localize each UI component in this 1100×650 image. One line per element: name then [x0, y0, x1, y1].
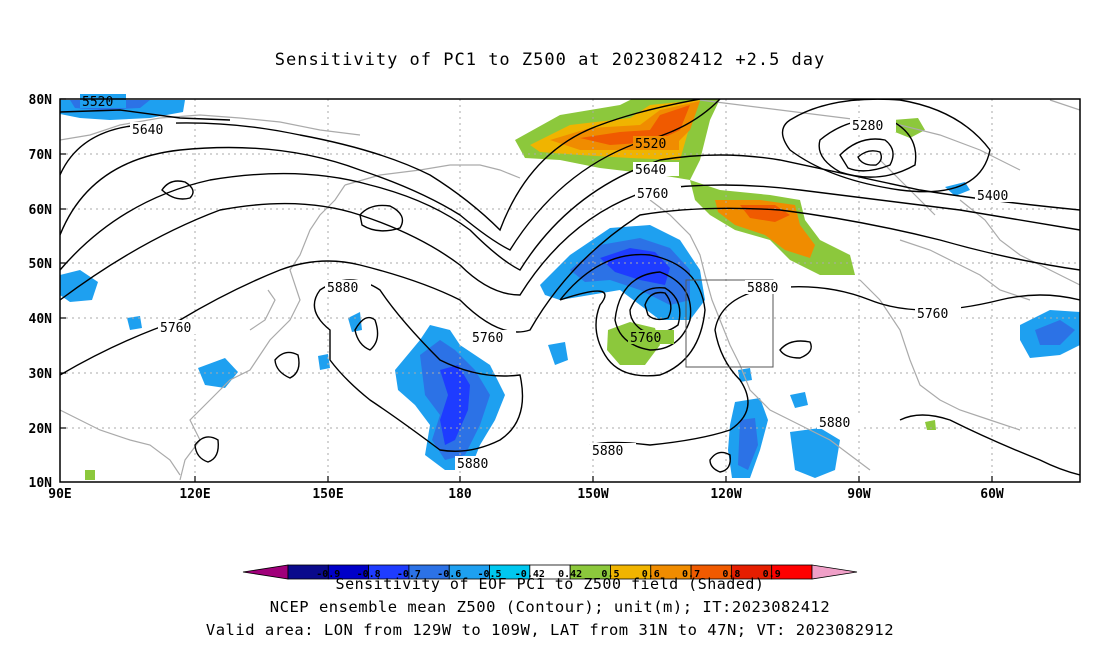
contour-label-text: 5760	[630, 331, 661, 346]
lon-label: 90W	[847, 487, 871, 502]
contour-label-text: 5760	[917, 307, 948, 322]
contour-label: 5760	[915, 306, 961, 322]
lat-label: 10N	[29, 476, 53, 491]
contour-label-text: 5520	[82, 95, 113, 110]
colorbar-tick-label: -0.5	[477, 569, 501, 580]
contour-label-text: 5880	[327, 281, 358, 296]
lon-label: 120E	[179, 487, 210, 502]
axis-ticks	[60, 98, 993, 482]
lat-label: 50N	[29, 257, 53, 272]
colorbar-tick-label: 0.6	[642, 569, 660, 580]
lon-label: 150W	[577, 487, 608, 502]
colorbar-tick-label: -0.7	[397, 569, 421, 580]
contour-label-text: 5880	[819, 416, 850, 431]
contour-label: 5400	[975, 188, 1021, 204]
lat-label: 20N	[29, 422, 53, 437]
contour-label: 5880	[455, 456, 501, 472]
contour-label-text: 5400	[977, 189, 1008, 204]
contour-label: 5880	[817, 415, 863, 431]
contour-label-text: 5880	[592, 444, 623, 459]
colorbar-end-right	[811, 564, 858, 580]
contour-label-text: 5760	[160, 321, 191, 336]
footer-line-1: NCEP ensemble mean Z500 (Contour); unit(…	[269, 598, 831, 616]
contour-label-text: 5760	[472, 331, 503, 346]
footer-line-2: Valid area: LON from 129W to 109W, LAT f…	[205, 621, 895, 639]
contour-label: 5880	[745, 280, 791, 296]
lon-label: 180	[448, 487, 472, 502]
contour-label: 5760	[158, 320, 204, 336]
contour-label: 5520	[80, 94, 126, 110]
colorbar: -0.9 -0.8 -0.7 -0.6 -0.5 -0.42 0.42 0.5 0.6 0.7 0.…	[242, 564, 858, 580]
lat-label: 60N	[29, 203, 53, 218]
contour-label: 5760	[470, 330, 516, 346]
colorbar-tick-label: 0.8	[722, 569, 740, 580]
sensitivity-shading	[60, 99, 1080, 480]
colorbar-tick-label: 0.5	[601, 569, 619, 580]
contour-label-text: 5520	[635, 137, 666, 152]
coastlines	[60, 99, 1080, 481]
contour-label: 5640	[633, 162, 679, 178]
contour-label-text: 5640	[132, 123, 163, 138]
colorbar-tick-label: 0.42	[558, 569, 582, 580]
lon-label: 150E	[312, 487, 343, 502]
contour-label-text: 5280	[852, 119, 883, 134]
contour-label: 5520	[633, 136, 679, 152]
contour-label: 5280	[850, 118, 896, 134]
map-frame	[59, 98, 1081, 483]
lon-label: 90E	[48, 487, 71, 502]
colorbar-tick-label: 0.9	[763, 569, 781, 580]
colorbar-tick-label: 0.7	[682, 569, 700, 580]
contour-label: 5760	[628, 330, 674, 346]
colorbar-tick-label: -0.9	[316, 569, 340, 580]
lon-labels: 90E 120E 150E 180 150W 120W 90W 60W	[48, 487, 1004, 502]
lat-label: 40N	[29, 312, 53, 327]
colorbar-tick-label: -0.42	[515, 569, 545, 580]
contour-label-text: 5880	[747, 281, 778, 296]
colorbar-tick-label: -0.6	[437, 569, 461, 580]
lat-label: 30N	[29, 367, 53, 382]
contour-label-text: 5760	[637, 187, 668, 202]
colorbar-tick-label: -0.8	[357, 569, 381, 580]
lat-label: 80N	[29, 93, 53, 108]
map-title: Sensitivity of PC1 to Z500 at 2023082412…	[274, 50, 826, 70]
contour-label: 5640	[130, 122, 176, 138]
contour-label: 5880	[325, 280, 371, 296]
lat-labels: 80N 70N 60N 50N 40N 30N 20N 10N	[29, 93, 53, 491]
lon-label: 60W	[980, 487, 1004, 502]
contour-label: 5760	[635, 186, 681, 202]
lat-lon-grid	[60, 99, 1080, 482]
valid-area-box	[685, 279, 774, 368]
contour-label-text: 5880	[457, 457, 488, 472]
lon-label: 120W	[710, 487, 741, 502]
colorbar-title: Sensitivity of EOF PC1 to Z500 field (Sh…	[335, 575, 765, 593]
contour-label-text: 5640	[635, 163, 666, 178]
lat-label: 70N	[29, 148, 53, 163]
contour-label: 5880	[590, 443, 636, 459]
contour-label-group: 5520 5640 5520 5640 5760 5280 5400 5880 …	[80, 94, 1021, 472]
